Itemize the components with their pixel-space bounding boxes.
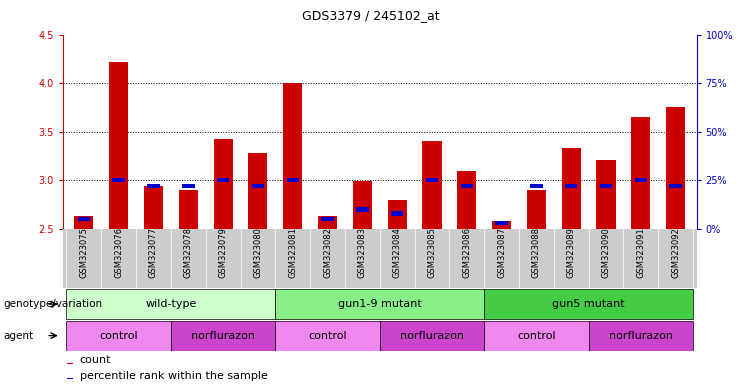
Bar — [422, 141, 442, 229]
Bar — [144, 186, 163, 229]
Bar — [599, 184, 612, 188]
Text: norflurazon: norflurazon — [609, 331, 673, 341]
Bar — [353, 181, 372, 229]
Bar — [562, 148, 581, 229]
Bar — [457, 170, 476, 229]
Bar — [484, 289, 693, 319]
Bar — [67, 289, 276, 319]
Bar — [78, 217, 90, 221]
Bar — [492, 221, 511, 229]
Bar — [182, 184, 195, 188]
Text: GDS3379 / 245102_at: GDS3379 / 245102_at — [302, 8, 439, 22]
Text: control: control — [99, 331, 138, 341]
Text: norflurazon: norflurazon — [400, 331, 464, 341]
Bar — [669, 184, 682, 188]
Bar — [248, 153, 268, 229]
Bar — [391, 211, 403, 215]
Bar — [67, 321, 171, 351]
Bar — [496, 221, 508, 225]
Bar — [67, 363, 73, 364]
Bar — [283, 83, 302, 229]
Bar — [109, 62, 128, 229]
Bar — [631, 117, 651, 229]
Bar — [179, 190, 198, 229]
Bar — [322, 217, 333, 221]
Text: gun5 mutant: gun5 mutant — [552, 299, 625, 309]
Text: control: control — [517, 331, 556, 341]
Text: gun1-9 mutant: gun1-9 mutant — [338, 299, 422, 309]
Bar — [67, 378, 73, 379]
Bar — [276, 321, 379, 351]
Bar — [147, 184, 160, 188]
Bar — [171, 321, 276, 351]
Bar — [666, 108, 685, 229]
Bar — [217, 178, 229, 182]
Bar — [356, 207, 368, 212]
Bar — [597, 160, 616, 229]
Text: genotype/variation: genotype/variation — [4, 299, 103, 309]
Bar — [276, 289, 484, 319]
Text: percentile rank within the sample: percentile rank within the sample — [80, 371, 268, 381]
Bar — [388, 200, 407, 229]
Bar — [318, 216, 337, 229]
Bar — [426, 178, 438, 182]
Bar — [74, 216, 93, 229]
Bar — [461, 184, 473, 188]
Bar — [113, 178, 125, 182]
Bar — [287, 178, 299, 182]
Bar — [527, 190, 546, 229]
Text: norflurazon: norflurazon — [191, 331, 255, 341]
Text: wild-type: wild-type — [145, 299, 196, 309]
Bar — [484, 321, 588, 351]
Text: control: control — [308, 331, 347, 341]
Bar — [588, 321, 693, 351]
Bar — [634, 178, 647, 182]
Bar — [379, 321, 484, 351]
Bar — [531, 184, 542, 188]
Bar — [252, 184, 264, 188]
Text: count: count — [80, 356, 111, 366]
Text: agent: agent — [4, 331, 34, 341]
Bar — [213, 139, 233, 229]
Bar — [565, 184, 577, 188]
